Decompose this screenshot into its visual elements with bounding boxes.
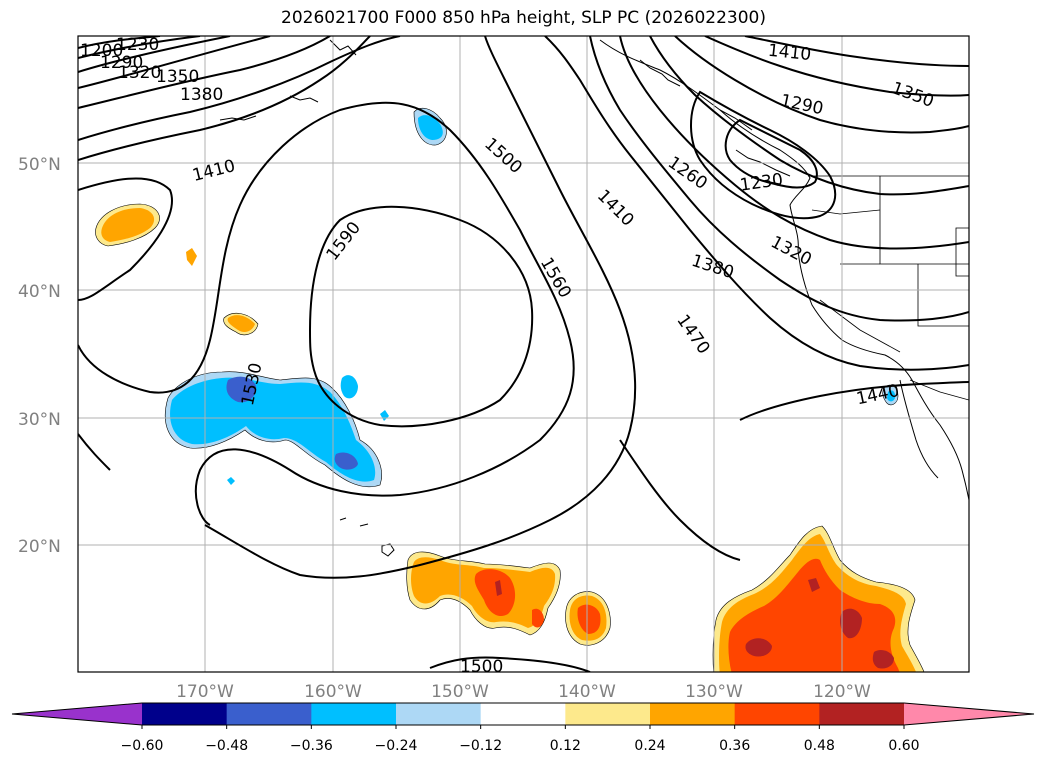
shade-patch-dark-6c [872, 650, 894, 669]
shading-positive [95, 203, 925, 672]
lon-label: 160°W [304, 682, 362, 702]
colorbar-segment [650, 703, 736, 725]
shade-patch-orange-3-core [227, 315, 255, 332]
lat-label: 40°N [18, 282, 61, 302]
shade-patch-red-4a [474, 569, 516, 617]
colorbar-tick-label: −0.24 [375, 738, 418, 754]
shade-patch-orange-1-core [101, 208, 155, 242]
shade-patch-red-6 [728, 558, 900, 672]
lon-label: 150°W [431, 682, 489, 702]
colorbar-segment [819, 703, 905, 725]
contour-label: 1500 [460, 657, 503, 677]
colorbar-tick-label: 0.60 [888, 738, 919, 754]
lat-label: 50°N [18, 155, 61, 175]
colorbar-extend-high [904, 703, 1034, 725]
colorbar-tick-label: −0.36 [290, 738, 333, 754]
lat-tick-labels: 50°N 40°N 30°N 20°N [18, 155, 61, 557]
figure-title: 2026021700 F000 850 hPa height, SLP PC (… [281, 8, 766, 28]
colorbar-segment [396, 703, 482, 725]
lon-label: 170°W [176, 682, 234, 702]
lon-tick-labels: 170°W 160°W 150°W 140°W 130°W 120°W [176, 682, 871, 702]
shade-patch-dark-6a [745, 638, 772, 657]
shade-patch-dark-6b [840, 608, 862, 639]
colorbar-tick-label: 0.48 [804, 738, 835, 754]
colorbar-tick-label: 0.12 [550, 738, 581, 754]
colorbar-segment [480, 703, 566, 725]
map-frame [77, 35, 970, 673]
colorbar-tick-label: 0.36 [719, 738, 750, 754]
shade-patch-blue-6-core [887, 390, 896, 402]
colorbar-tick-label: −0.48 [205, 738, 248, 754]
colorbar-segment [311, 703, 397, 725]
lon-label: 130°W [685, 682, 743, 702]
colorbar-tick-label: 0.24 [634, 738, 665, 754]
colorbar: −0.60 −0.48 −0.36 −0.24 −0.12 0.12 0.24 0.36 0.4… [11, 702, 1035, 754]
contour-label: 1380 [180, 85, 223, 105]
colorbar-tick-label: −0.12 [459, 738, 502, 754]
shade-patch-dark-6d [808, 578, 820, 592]
colorbar-extend-low [12, 703, 142, 725]
colorbar-tick-label: −0.60 [121, 738, 164, 754]
contour-label: 1320 [118, 63, 161, 83]
lat-label: 20°N [18, 537, 61, 557]
shade-patch-blue-2-core [170, 377, 376, 482]
lat-label: 30°N [18, 410, 61, 430]
shade-patch-blue-3 [340, 375, 358, 399]
shading-negative [164, 107, 899, 488]
colorbar-segment [565, 703, 651, 725]
shade-patch-orange-2 [186, 248, 197, 266]
lon-label: 140°W [558, 682, 616, 702]
height-contours [78, 36, 969, 672]
shade-patch-blue-2-deep2 [334, 452, 358, 470]
contour-label: 1410 [767, 41, 812, 65]
colorbar-segment [142, 703, 228, 725]
contour-label: 1350 [156, 67, 199, 87]
colorbar-segment [226, 703, 312, 725]
shade-patch-dark-4 [495, 580, 502, 596]
shade-patch-red-5 [577, 604, 601, 634]
lon-label: 120°W [813, 682, 871, 702]
contour-label: 1230 [116, 35, 159, 55]
contour-label: 1290 [100, 53, 143, 73]
shade-patch-blue-5 [227, 477, 235, 485]
shade-patch-blue-1-core [418, 115, 443, 140]
shade-patch-blue-2-deep [226, 376, 257, 403]
colorbar-segment [734, 703, 820, 725]
shade-patch-red-4b [532, 608, 544, 628]
contour-label: 1200 [80, 41, 123, 61]
